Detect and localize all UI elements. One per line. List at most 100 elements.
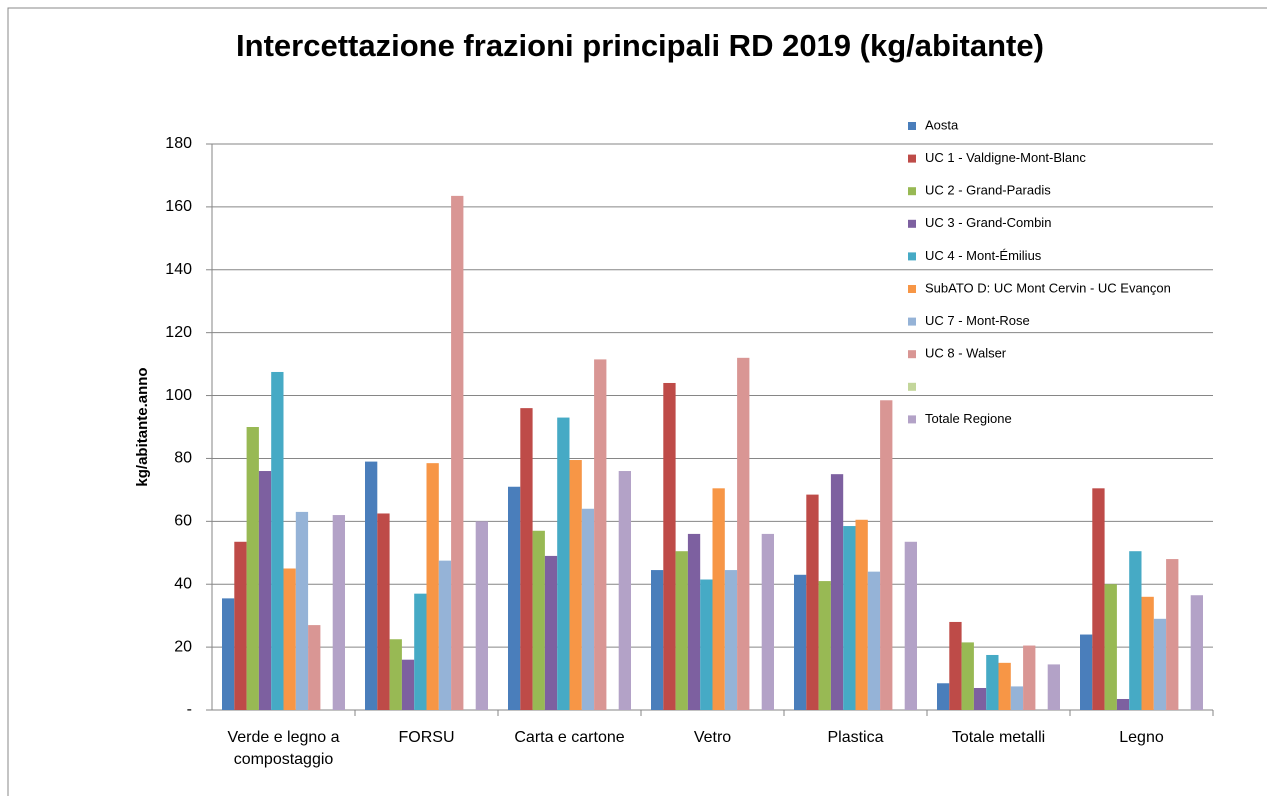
bar — [414, 593, 427, 710]
bar — [904, 541, 917, 710]
legend-label: UC 4 - Mont-Émilius — [925, 248, 1042, 263]
bar — [675, 551, 688, 710]
bar — [557, 417, 570, 710]
bar — [222, 598, 235, 710]
x-tick-label: FORSU — [398, 729, 455, 746]
legend-label: UC 2 - Grand-Paradis — [925, 183, 1051, 198]
bar — [520, 408, 533, 710]
bar — [880, 400, 893, 710]
x-tick-label: Vetro — [693, 729, 732, 746]
bar — [687, 533, 701, 710]
bar — [332, 515, 345, 710]
x-tick-label: Legno — [1119, 729, 1164, 746]
y-tick-label: 100 — [165, 387, 192, 404]
legend-label: UC 7 - Mont-Rose — [925, 313, 1030, 328]
legend-swatch — [908, 187, 916, 196]
bar — [283, 568, 296, 710]
bar — [234, 541, 247, 710]
bar — [1047, 664, 1060, 710]
bar — [961, 642, 974, 710]
bar — [998, 662, 1011, 710]
bar — [830, 474, 844, 710]
bar — [1092, 488, 1105, 710]
bar — [438, 560, 452, 710]
bar — [508, 486, 521, 710]
bar — [451, 195, 464, 711]
bar — [949, 621, 962, 710]
bar — [1141, 596, 1154, 710]
bar — [651, 570, 664, 710]
y-tick-label: 120 — [165, 324, 192, 341]
bar — [1116, 698, 1130, 710]
chart-frame — [7, 7, 1267, 796]
legend-swatch — [908, 154, 916, 163]
legend-swatch — [908, 350, 916, 359]
x-tick-label: Carta e cartone — [514, 729, 625, 746]
legend-swatch — [908, 285, 916, 293]
bar — [532, 530, 545, 710]
bar — [308, 625, 321, 710]
bar — [712, 488, 725, 710]
bar — [818, 581, 831, 710]
bar — [1166, 559, 1179, 710]
bar — [973, 687, 987, 710]
bar — [1129, 551, 1142, 710]
x-tick-label: Verde e legno a compostaggio — [227, 729, 340, 768]
y-tick-label: 160 — [165, 198, 192, 215]
bar — [401, 659, 415, 710]
x-tick-label: Totale metalli — [951, 729, 1046, 746]
bar — [843, 526, 856, 710]
legend-swatch — [908, 219, 916, 228]
legend-label: UC 3 - Grand-Combin — [925, 215, 1051, 230]
bar — [246, 427, 259, 710]
bar — [389, 639, 402, 710]
bar — [258, 471, 272, 710]
bar — [365, 461, 378, 710]
bar — [855, 519, 868, 710]
bar — [295, 511, 309, 710]
legend-swatch — [908, 252, 916, 261]
bar — [618, 471, 631, 710]
legend-label: Aosta — [925, 117, 959, 132]
bar — [1010, 686, 1024, 710]
y-tick-label: 80 — [174, 450, 192, 467]
bar — [794, 574, 807, 710]
y-tick-label: 20 — [174, 638, 192, 655]
bar — [700, 579, 713, 710]
bar — [544, 555, 558, 710]
legend-swatch — [908, 415, 916, 424]
chart-title: Intercettazione frazioni principali RD 2… — [236, 28, 1044, 63]
y-tick-label: - — [187, 701, 192, 718]
bar — [581, 508, 595, 710]
legend-label: UC 1 - Valdigne-Mont-Blanc — [925, 150, 1086, 165]
bar — [1153, 618, 1167, 710]
bar — [271, 371, 284, 710]
legend-label: UC 8 - Walser — [925, 346, 1007, 361]
bar — [377, 513, 390, 710]
y-tick-label: 140 — [165, 261, 192, 278]
legend-label: Totale Regione — [925, 411, 1012, 426]
legend-label: SubATO D: UC Mont Cervin - UC Evançon — [925, 280, 1171, 295]
legend-swatch — [908, 122, 916, 130]
bar — [1104, 584, 1117, 710]
bar — [426, 463, 439, 710]
bar — [569, 460, 582, 710]
bar — [761, 533, 774, 710]
bar — [475, 521, 488, 710]
legend-swatch — [908, 317, 916, 326]
legend-swatch — [908, 382, 916, 391]
bar — [806, 494, 819, 710]
bar — [594, 359, 607, 710]
bar — [1023, 645, 1036, 710]
y-axis-label: kg/abitante.anno — [134, 367, 151, 486]
bar — [1190, 595, 1203, 710]
y-tick-label: 180 — [165, 135, 192, 152]
x-tick-label: Plastica — [827, 729, 884, 746]
y-tick-label: 40 — [174, 575, 192, 592]
bar — [986, 654, 999, 710]
y-tick-label: 60 — [174, 513, 192, 530]
bar — [937, 683, 950, 710]
bar — [1080, 634, 1093, 710]
